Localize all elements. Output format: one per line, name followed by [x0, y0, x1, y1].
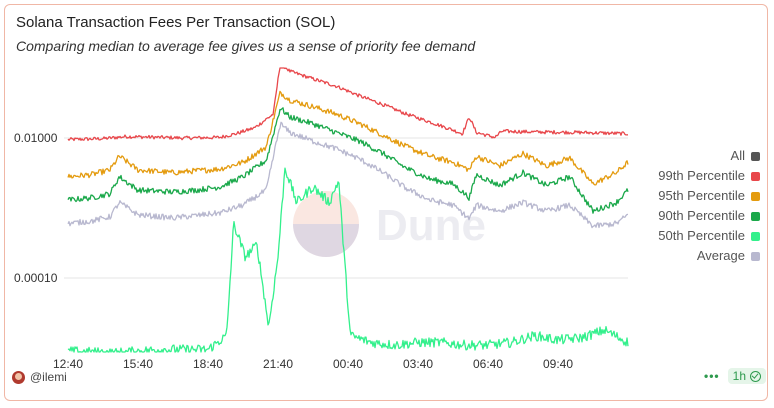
legend-item[interactable]: 95th Percentile	[658, 186, 760, 206]
chart-subtitle: Comparing median to average fee gives us…	[16, 38, 476, 54]
watermark-text: Dune	[376, 201, 486, 250]
x-tick-label: 12:40	[53, 357, 83, 371]
legend-swatch	[751, 251, 760, 261]
legend-label: 95th Percentile	[658, 188, 745, 203]
x-tick-label: 06:40	[473, 357, 503, 371]
x-tick-label: 18:40	[193, 357, 223, 371]
author-link[interactable]: @ilemi	[12, 370, 67, 384]
x-tick-label: 09:40	[543, 357, 573, 371]
avatar	[12, 370, 25, 384]
check-circle-icon	[750, 370, 761, 382]
chart-card: Solana Transaction Fees Per Transaction …	[4, 4, 768, 401]
legend-label: Average	[696, 248, 745, 263]
y-axis: 0.00010 0.01000	[14, 131, 58, 285]
legend-swatch	[751, 171, 760, 181]
series-line-99th-percentile	[67, 67, 629, 142]
y-tick-label: 0.00010	[14, 271, 58, 285]
legend-label-all: All	[730, 148, 745, 163]
legend-swatch	[751, 231, 760, 241]
x-tick-label: 00:40	[333, 357, 363, 371]
refresh-badge[interactable]: 1h	[727, 368, 766, 384]
legend-item-all[interactable]: All	[658, 146, 760, 166]
x-tick-label: 21:40	[263, 357, 293, 371]
watermark: Dune	[293, 191, 486, 257]
series-line-average	[67, 121, 629, 229]
legend-label: 99th Percentile	[658, 168, 745, 183]
more-options-icon[interactable]: •••	[704, 369, 720, 383]
series-line-50th-percentile	[67, 167, 629, 353]
x-tick-label: 03:40	[403, 357, 433, 371]
legend-swatch-all	[751, 151, 760, 161]
refresh-interval: 1h	[732, 369, 746, 383]
legend-swatch	[751, 191, 760, 201]
footer-status: ••• 1h	[704, 368, 766, 384]
chart-title: Solana Transaction Fees Per Transaction …	[16, 14, 336, 31]
x-tick-label: 15:40	[123, 357, 153, 371]
legend-item[interactable]: Average	[658, 246, 760, 266]
series-line-95th-percentile	[67, 90, 629, 186]
legend-item[interactable]: 50th Percentile	[658, 226, 760, 246]
series-group	[67, 67, 629, 353]
legend-swatch	[751, 211, 760, 221]
series-line-90th-percentile	[67, 107, 629, 214]
legend-label: 90th Percentile	[658, 208, 745, 223]
author-name: @ilemi	[30, 370, 67, 384]
legend-label: 50th Percentile	[658, 228, 745, 243]
x-axis: 12:40 15:40 18:40 21:40 00:40 03:40 06:40 09:40	[53, 357, 573, 371]
legend: All 99th Percentile 95th Percentile 90th P…	[658, 146, 760, 266]
legend-item[interactable]: 90th Percentile	[658, 206, 760, 226]
y-tick-label: 0.01000	[14, 131, 58, 145]
watermark-logo-inner	[293, 224, 359, 257]
legend-item[interactable]: 99th Percentile	[658, 166, 760, 186]
